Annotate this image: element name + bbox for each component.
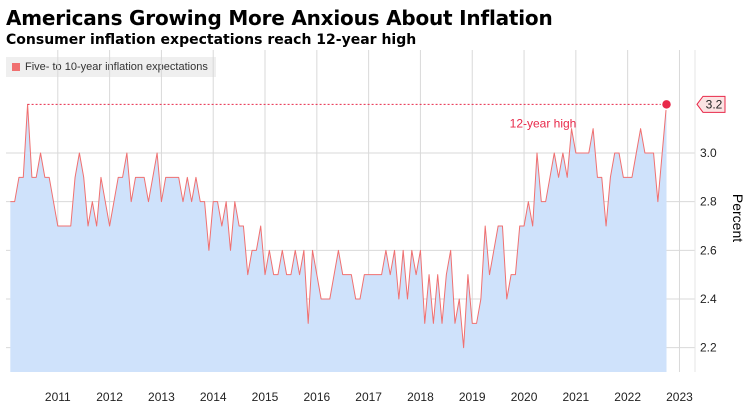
x-tick-label: 2015 bbox=[252, 390, 279, 404]
chart-subtitle: Consumer inflation expectations reach 12… bbox=[6, 32, 417, 48]
series-line bbox=[10, 103, 668, 349]
series-area bbox=[10, 104, 667, 372]
y-tick-label: 3.0 bbox=[700, 146, 717, 160]
x-tick-label: 2020 bbox=[511, 390, 538, 404]
x-tick-label: 2016 bbox=[303, 390, 330, 404]
last-value-tag bbox=[696, 95, 726, 113]
x-tick-label: 2022 bbox=[614, 390, 641, 404]
latest-point-marker bbox=[660, 98, 673, 111]
x-tick-label: 2021 bbox=[562, 390, 589, 404]
x-tick-label: 2013 bbox=[148, 390, 175, 404]
y-tick-label: 2.8 bbox=[700, 195, 717, 209]
x-tick-label: 2017 bbox=[355, 390, 382, 404]
x-tick-label: 2019 bbox=[459, 390, 486, 404]
y-tick-label: 2.2 bbox=[700, 341, 717, 355]
x-tick-label: 2011 bbox=[45, 390, 71, 404]
x-tick-label: 2018 bbox=[407, 390, 434, 404]
chart-title: Americans Growing More Anxious About Inf… bbox=[6, 6, 553, 30]
last-value-tag-label: 3.2 bbox=[706, 97, 723, 111]
x-tick-label: 2012 bbox=[96, 390, 123, 404]
y-tick-label: 2.6 bbox=[700, 243, 717, 257]
chart-legend: Five- to 10-year inflation expectations bbox=[6, 57, 216, 77]
y-tick-label: 2.4 bbox=[700, 292, 717, 306]
legend-swatch bbox=[12, 63, 20, 71]
x-tick-label: 2023 bbox=[666, 390, 693, 404]
peak-annotation-label: 12-year high bbox=[510, 116, 577, 130]
x-tick-label: 2014 bbox=[200, 390, 227, 404]
legend-label: Five- to 10-year inflation expectations bbox=[25, 61, 208, 73]
